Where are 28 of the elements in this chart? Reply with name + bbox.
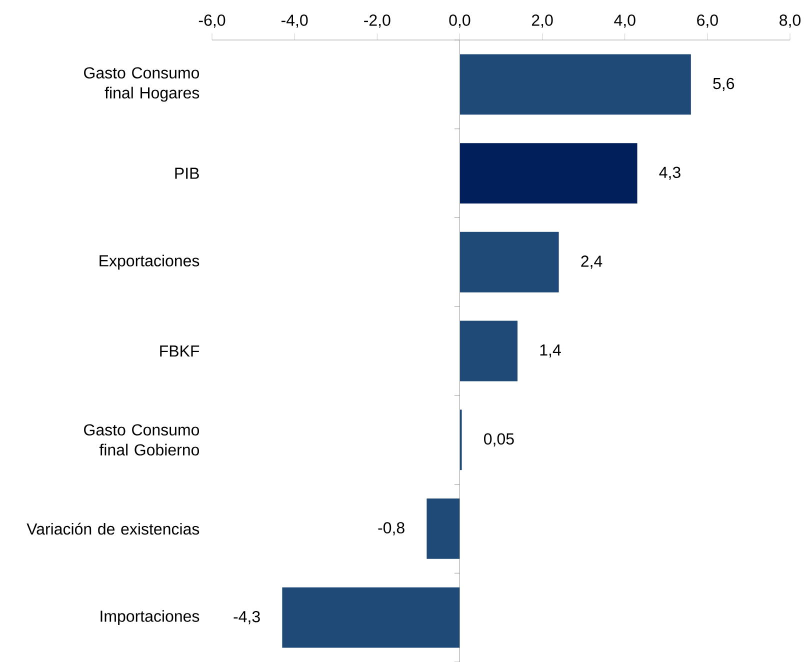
x-tick-label: 8,0 <box>780 14 801 28</box>
x-tick-label: -6,0 <box>198 14 226 28</box>
data-label: 5,6 <box>713 78 734 92</box>
bar <box>460 232 559 292</box>
data-label: 0,05 <box>484 433 514 446</box>
bar <box>460 143 638 204</box>
x-tick-label: 2,0 <box>532 14 553 28</box>
data-label: 2,4 <box>581 256 602 269</box>
data-label: 4,3 <box>659 166 680 180</box>
x-tick-label: 6,0 <box>697 14 718 28</box>
bar <box>460 54 691 115</box>
x-tick-label: -2,0 <box>364 14 390 28</box>
bar <box>282 587 460 648</box>
y-tick-label: FBKF <box>160 346 200 357</box>
data-label: 1,4 <box>540 344 561 358</box>
bar <box>426 498 460 559</box>
y-tick-label: Exportaciones <box>100 254 200 270</box>
bar <box>460 320 518 382</box>
y-tick-label: Gasto Consumo final Hogares <box>84 67 200 102</box>
y-tick-label: PIB <box>175 168 199 179</box>
y-tick-label: Variación de existencias <box>26 522 200 535</box>
data-label: -4,3 <box>234 610 260 624</box>
x-tick-label: 0,0 <box>449 14 470 28</box>
x-tick-label: -4,0 <box>282 14 308 28</box>
data-label: -0,8 <box>378 522 404 536</box>
y-tick-label: Gasto Consumo final Gobierno <box>84 424 200 456</box>
x-tick-label: 4,0 <box>614 14 636 28</box>
y-tick-label: Importaciones <box>100 610 200 626</box>
